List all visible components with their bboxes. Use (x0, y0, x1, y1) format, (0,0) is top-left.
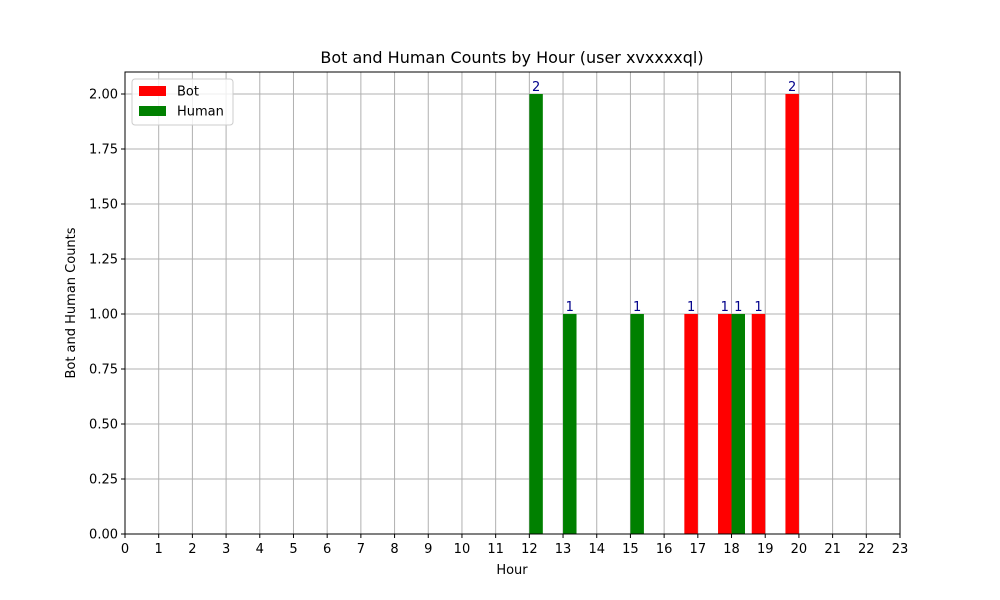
human-bar (563, 314, 577, 534)
bars (529, 94, 799, 534)
plot-frame (124, 71, 901, 535)
x-tick-label: 20 (791, 542, 808, 557)
data-label: 2 (788, 80, 796, 95)
x-tick-label: 16 (656, 542, 673, 557)
y-tick-label: 2.00 (89, 88, 118, 103)
x-tick-label: 9 (424, 542, 432, 557)
y-tick-label: 1.25 (89, 253, 118, 268)
data-label: 1 (734, 300, 742, 315)
bot-bar (785, 94, 799, 534)
y-tick-label: 1.50 (89, 198, 118, 213)
human-bar (529, 94, 543, 534)
x-tick-label: 7 (357, 542, 365, 557)
y-tick-label: 1.00 (89, 308, 118, 323)
data-label: 2 (532, 80, 540, 95)
x-tick-label: 21 (824, 542, 841, 557)
x-tick-label: 10 (454, 542, 471, 557)
ticks: 0 1 2 3 4 5 6 7 8 9 10 11 12 13 14 15 16 17 18 19 20 21 22 230.… (89, 88, 908, 558)
y-tick-label: 1.75 (89, 143, 118, 158)
chart-title: Bot and Human Counts by Hour (user xvxxx… (320, 48, 703, 67)
x-tick-label: 12 (521, 542, 538, 557)
x-tick-label: 18 (723, 542, 740, 557)
legend-swatch-bot (139, 86, 166, 96)
y-tick-label: 0.50 (89, 418, 118, 433)
x-tick-label: 19 (757, 542, 774, 557)
x-tick-label: 2 (188, 542, 196, 557)
x-tick-label: 5 (289, 542, 297, 557)
bot-bar (718, 314, 732, 534)
y-tick-label: 0.00 (89, 528, 118, 543)
legend-label-bot: Bot (177, 85, 199, 100)
y-tick-label: 0.75 (89, 363, 118, 378)
data-label: 1 (566, 300, 574, 315)
human-bar (731, 314, 745, 534)
legend-swatch-human (139, 106, 166, 116)
x-tick-label: 13 (555, 542, 572, 557)
x-tick-label: 6 (323, 542, 331, 557)
x-tick-label: 14 (588, 542, 605, 557)
y-tick-label: 0.25 (89, 473, 118, 488)
x-tick-label: 23 (892, 542, 909, 557)
y-axis-label: Bot and Human Counts (64, 227, 79, 378)
legend: Bot Human (131, 78, 234, 126)
data-label: 1 (633, 300, 641, 315)
x-tick-label: 11 (487, 542, 504, 557)
human-bar (630, 314, 644, 534)
x-tick-label: 8 (390, 542, 398, 557)
data-label: 1 (754, 300, 762, 315)
x-tick-label: 1 (155, 542, 163, 557)
legend-label-human: Human (177, 105, 224, 120)
x-tick-label: 17 (690, 542, 707, 557)
x-tick-label: 3 (222, 542, 230, 557)
grid (124, 72, 901, 535)
bot-bar (684, 314, 698, 534)
data-label: 1 (687, 300, 695, 315)
x-axis-label: Hour (496, 563, 528, 578)
x-tick-label: 22 (858, 542, 875, 557)
data-label: 1 (721, 300, 729, 315)
x-tick-label: 4 (256, 542, 264, 557)
x-tick-label: 0 (121, 542, 129, 557)
x-tick-label: 15 (622, 542, 639, 557)
bot-bar (751, 314, 766, 534)
